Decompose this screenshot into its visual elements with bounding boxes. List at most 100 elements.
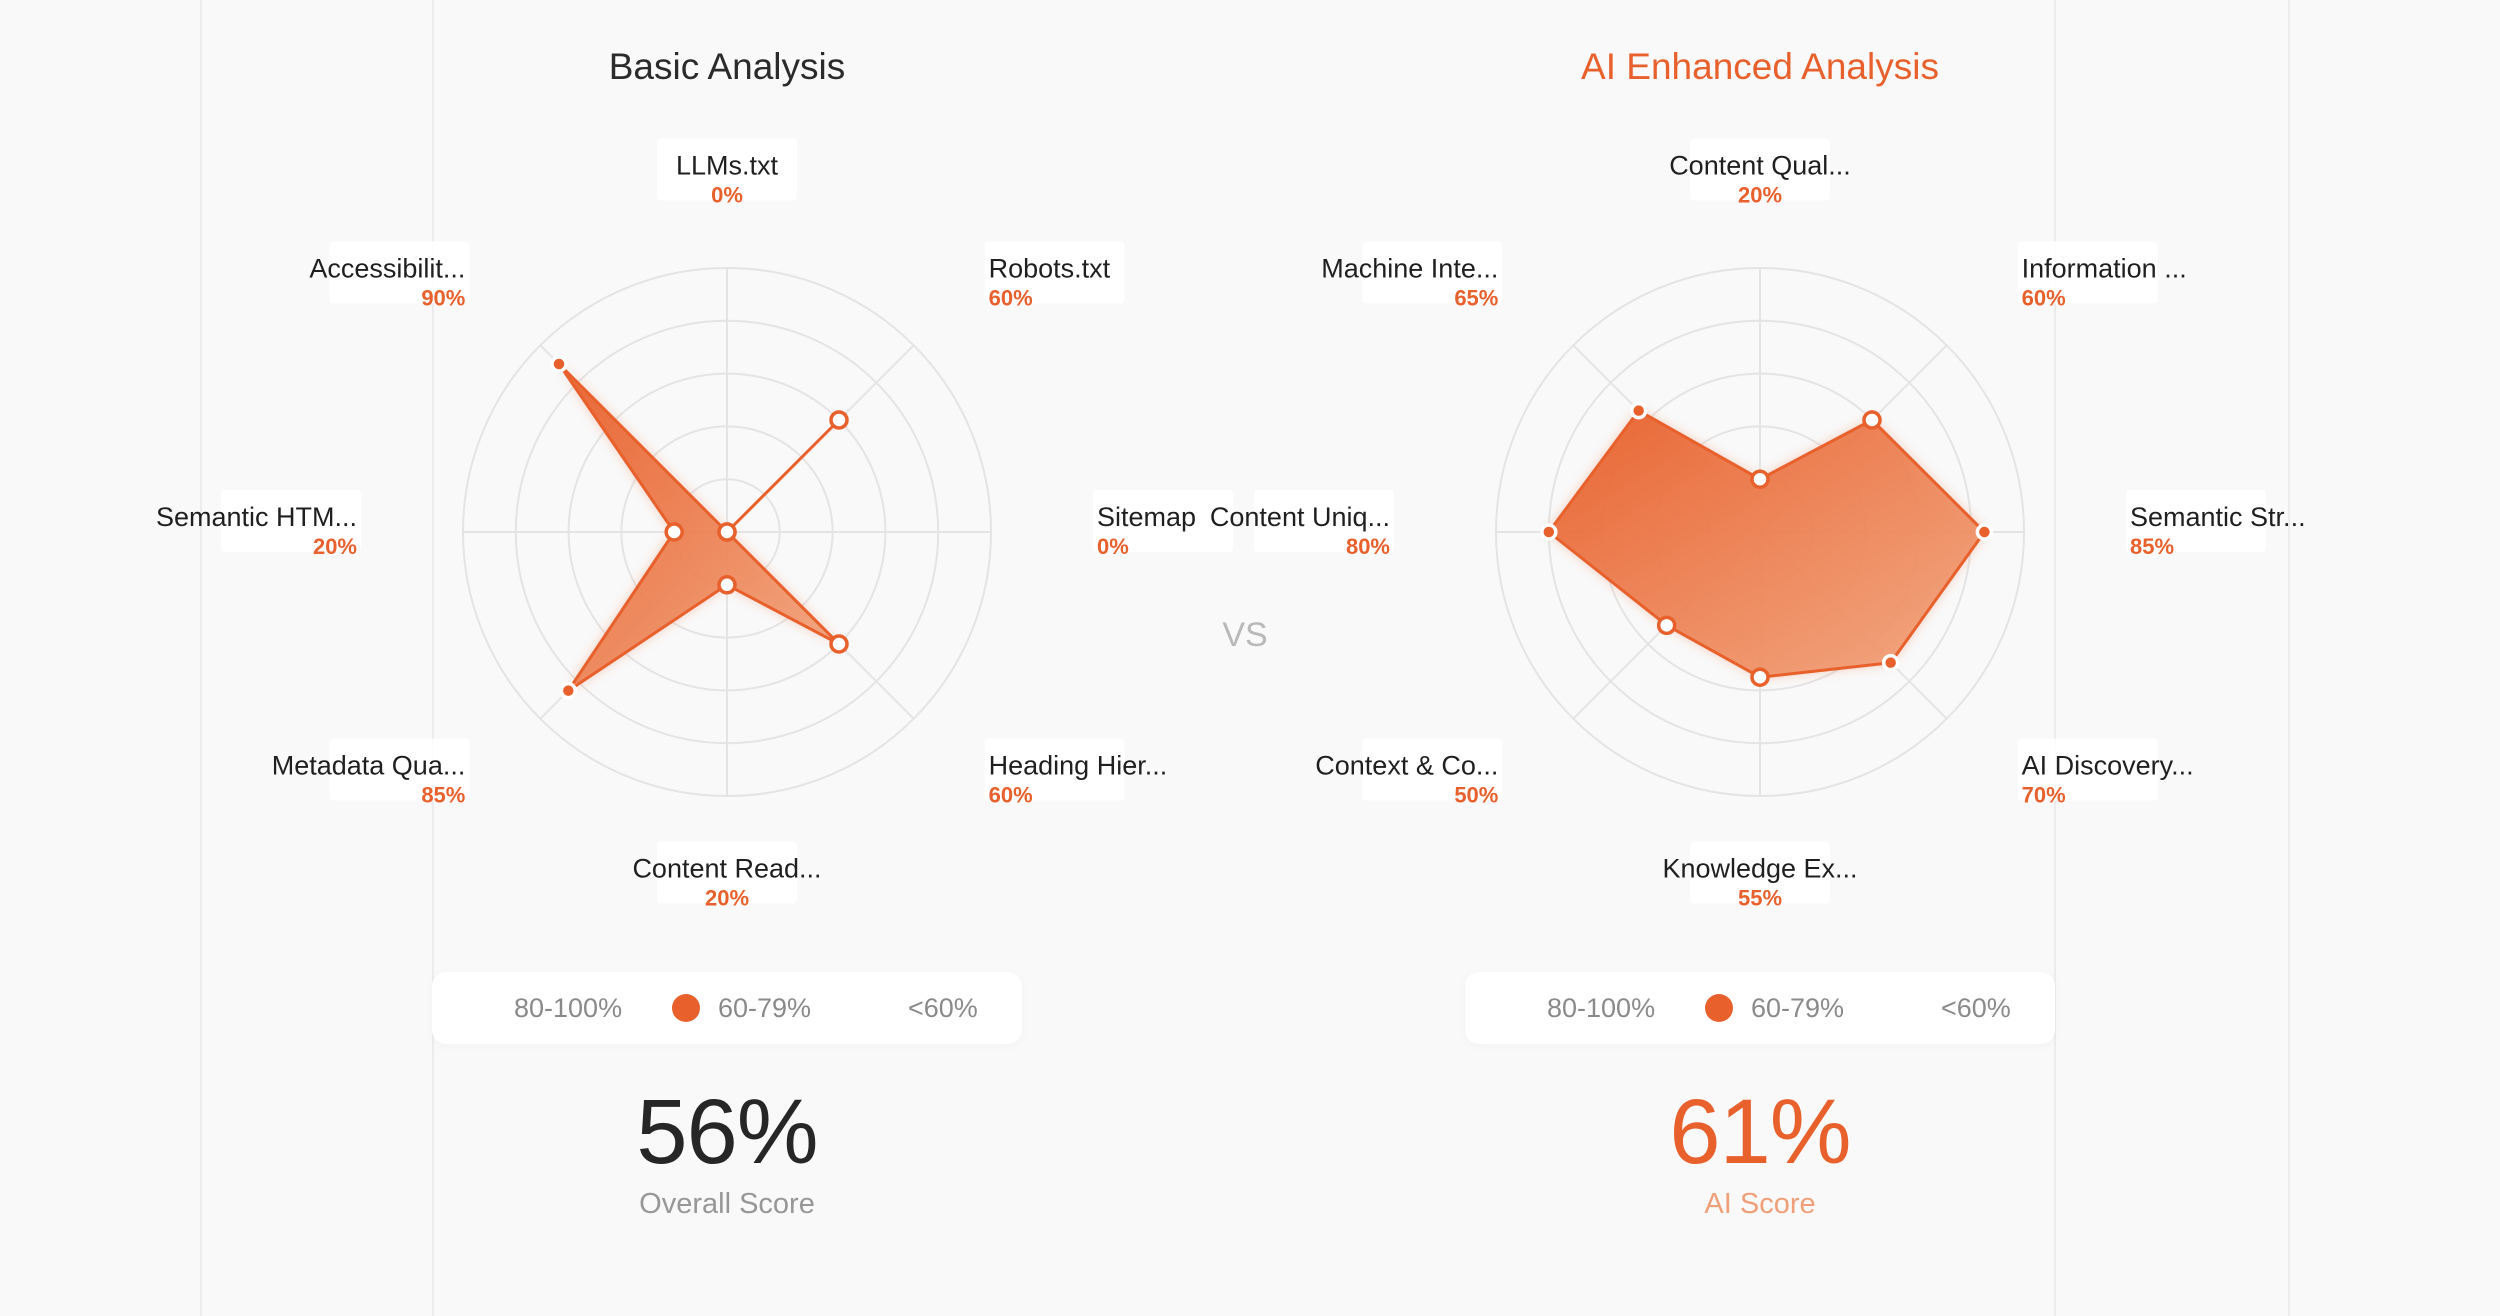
radar-data-point[interactable] (559, 681, 578, 700)
basic-analysis-panel: Basic Analysis LLMs.txt 0% Robots.txt 60% Si… (156, 0, 1272, 1316)
overall-score-value: 56% (636, 1081, 818, 1183)
radar-data-point[interactable] (1656, 615, 1677, 636)
radar-axis-label: Knowledge Ex...55% (1662, 841, 1858, 911)
axis-value-label: 90% (421, 285, 465, 310)
axis-value-label: 60% (2022, 285, 2066, 310)
radar-data-point[interactable] (717, 575, 737, 595)
axis-value-label: 60% (989, 285, 1033, 310)
axis-category-label: Semantic Str... (2130, 502, 2306, 532)
legend-item-below-60[interactable]: <60% (1941, 993, 2011, 1023)
axis-label-backdrop (1362, 241, 1503, 304)
axis-category-label: Content Uniq... (1210, 502, 1390, 532)
axis-value-label: 85% (2130, 534, 2174, 559)
axis-category-label: Semantic HTM... (156, 502, 357, 532)
radar-data-point[interactable] (1750, 667, 1770, 687)
background-guide-line (200, 0, 202, 1316)
axis-category-label: Metadata Qua... (272, 751, 466, 781)
radar-axis-label: Semantic HTM...20% (156, 490, 361, 559)
axis-value-label: 20% (705, 886, 749, 911)
radar-axis-label: Information ...60% (2017, 241, 2187, 310)
radar-data-point[interactable] (1750, 469, 1770, 489)
radar-data-point[interactable] (1975, 523, 1994, 541)
axis-label-backdrop (1362, 738, 1503, 801)
legend-item-80-100[interactable]: 80-100% (514, 993, 623, 1023)
radar-axis-label: Context & Co...50% (1315, 738, 1503, 808)
background-guide-line (2288, 0, 2290, 1316)
ai-legend: 80-100% 60-79% <60% (1465, 972, 2055, 1044)
radar-axis-label: Machine Inte...65% (1321, 241, 1503, 310)
basic-legend: 80-100% 60-79% <60% (432, 972, 1022, 1044)
radar-data-point[interactable] (1862, 410, 1882, 430)
radar-data-point[interactable] (1629, 401, 1648, 420)
axis-label-backdrop (1690, 841, 1830, 904)
legend-item-80-100[interactable]: 80-100% (1547, 993, 1656, 1023)
axis-label-backdrop (657, 841, 797, 904)
legend-dot-icon (1705, 993, 1733, 1022)
axis-label-backdrop (1254, 490, 1394, 552)
axis-label-backdrop (221, 490, 361, 552)
axis-category-label: Robots.txt (989, 253, 1111, 283)
legend-label: 60-79% (1751, 993, 1845, 1023)
radar-data-point[interactable] (1540, 523, 1558, 541)
axis-label-backdrop (2126, 490, 2266, 552)
legend-item-60-79[interactable]: 60-79% (672, 972, 811, 1044)
axis-value-label: 20% (313, 534, 357, 559)
axis-category-label: AI Discovery... (2022, 751, 2194, 781)
axis-label-backdrop (657, 138, 797, 201)
axis-value-label: 60% (989, 783, 1033, 808)
axis-category-label: Sitemap (1097, 502, 1196, 532)
legend-item-60-79[interactable]: 60-79% (1705, 972, 1844, 1044)
radar-axis-label: Content Uniq...80% (1210, 490, 1394, 559)
background-guide-line (432, 0, 434, 1316)
radar-data-point[interactable] (664, 522, 684, 542)
ai-analysis-panel: AI Enhanced Analysis Content Qual... 20% I… (1210, 0, 2306, 1316)
legend-item-below-60[interactable]: <60% (908, 993, 978, 1023)
axis-category-label: Knowledge Ex... (1662, 854, 1857, 884)
radar-axis-label: Content Qual...20% (1669, 138, 1851, 208)
ai-analysis-title: AI Enhanced Analysis (1581, 46, 1939, 87)
radar-axis-label: Metadata Qua...85% (272, 738, 470, 808)
ai-score-label: AI Score (1704, 1188, 1816, 1220)
axis-label-backdrop (1093, 490, 1233, 552)
radar-series-area (1547, 409, 1986, 679)
basic-analysis-title: Basic Analysis (608, 46, 846, 87)
radar-data-point[interactable] (717, 522, 737, 542)
axis-label-backdrop (329, 738, 470, 801)
radar-series-area (557, 362, 841, 693)
axis-label-backdrop (2017, 241, 2158, 304)
overall-score-label: Overall Score (639, 1188, 815, 1220)
axis-category-label: Information ... (2022, 253, 2187, 283)
axis-category-label: Machine Inte... (1321, 253, 1498, 283)
radar-axis-label: Accessibilit...90% (309, 241, 470, 310)
axis-value-label: 80% (1346, 534, 1390, 559)
axis-value-label: 70% (2022, 783, 2066, 808)
basic-radar-chart: LLMs.txt0%Robots.txt60%Sitemap0%Heading … (156, 138, 1233, 911)
axis-category-label: Content Read... (632, 854, 821, 884)
radar-data-point[interactable] (829, 634, 849, 654)
radar-axis-label: AI Discovery...70% (2017, 738, 2194, 808)
radar-data-point[interactable] (550, 355, 568, 373)
axis-value-label: 65% (1454, 285, 1498, 310)
vs-label: VS (1222, 616, 1268, 654)
axis-category-label: Content Qual... (1669, 151, 1851, 181)
axis-category-label: Accessibilit... (309, 253, 465, 283)
axis-value-label: 50% (1454, 783, 1498, 808)
axis-label-backdrop (984, 738, 1125, 801)
radar-data-point[interactable] (829, 410, 849, 430)
legend-label: 60-79% (718, 993, 812, 1023)
axis-label-backdrop (329, 241, 470, 304)
radar-axis-label: Content Read...20% (632, 841, 822, 911)
axis-value-label: 85% (421, 783, 465, 808)
legend-dot-icon (672, 993, 700, 1022)
axis-category-label: Heading Hier... (989, 751, 1168, 781)
axis-value-label: 55% (1738, 886, 1782, 911)
axis-category-label: LLMs.txt (676, 151, 779, 181)
radar-data-point[interactable] (1881, 653, 1900, 672)
axis-label-backdrop (984, 241, 1125, 304)
radar-axis-label: Heading Hier...60% (984, 738, 1168, 808)
axis-value-label: 20% (1738, 183, 1782, 208)
axis-label-backdrop (1690, 138, 1830, 201)
